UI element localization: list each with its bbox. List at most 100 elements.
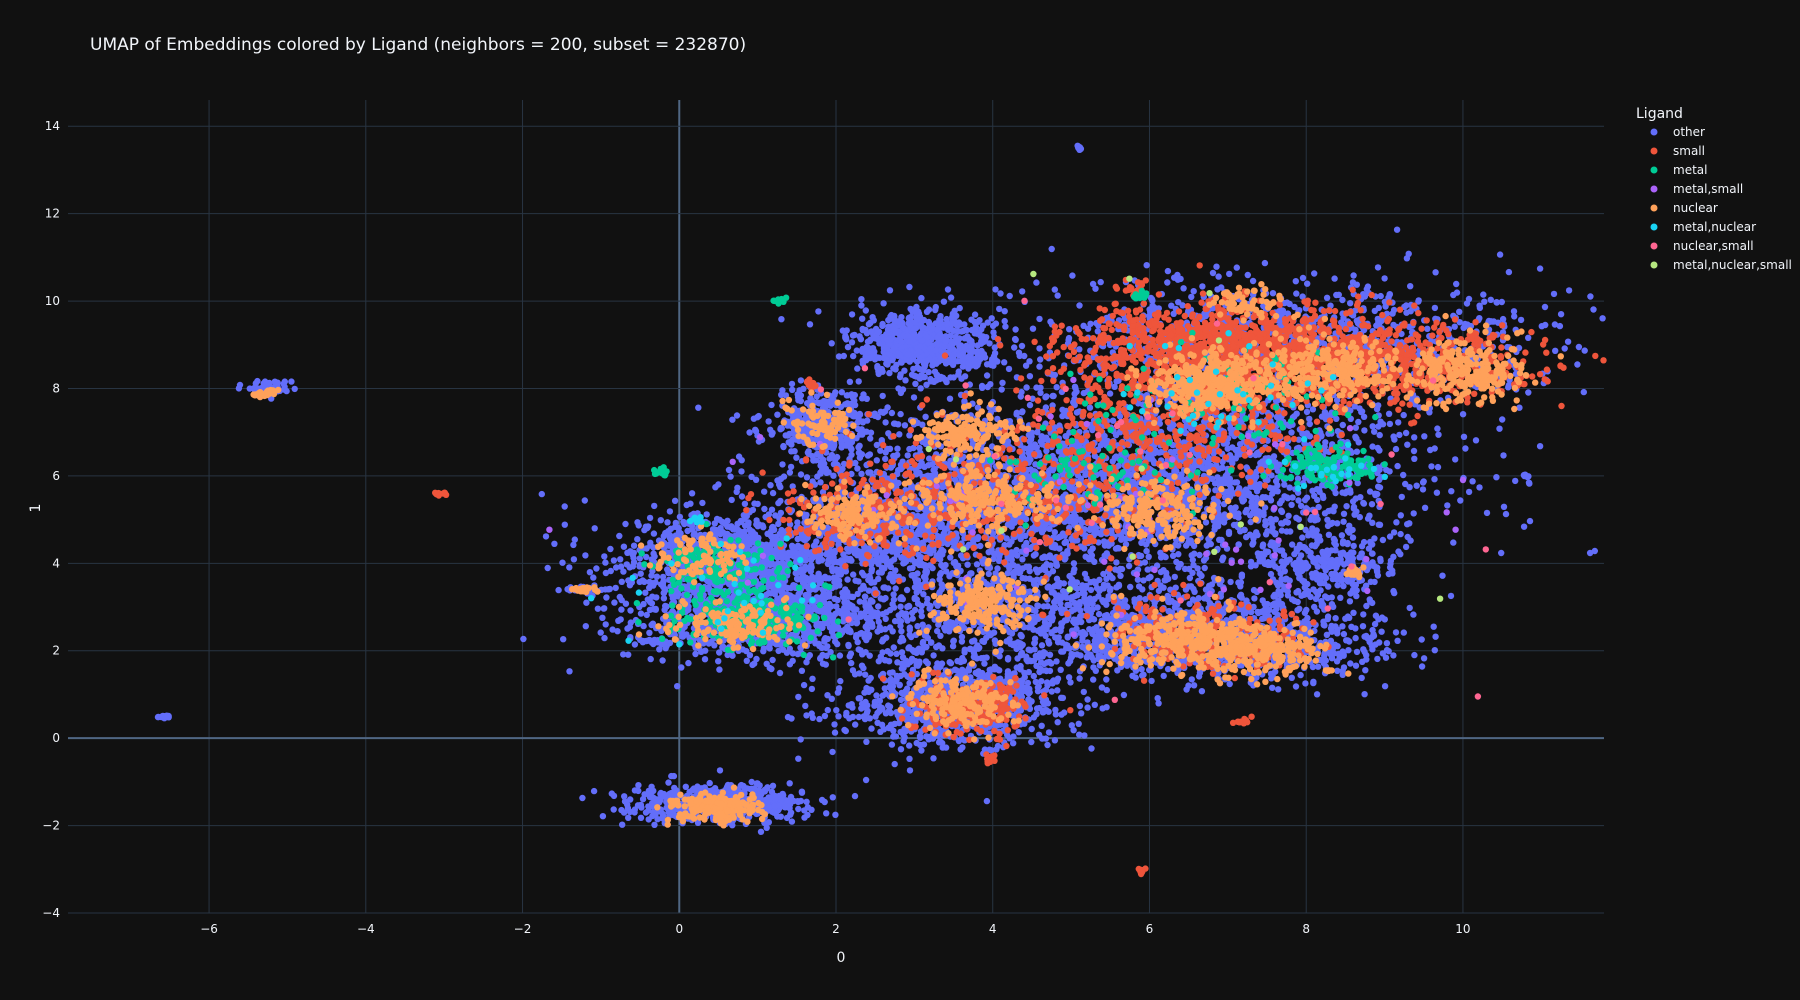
data-point [1004,570,1011,577]
data-point [844,343,852,351]
data-point [1226,270,1233,278]
data-point [983,372,991,379]
data-point [1125,562,1133,570]
data-point [559,559,566,566]
data-point [1450,539,1457,546]
data-point [954,358,961,365]
data-point [787,463,795,471]
data-point [1039,554,1046,562]
data-point [991,344,998,351]
data-point [897,410,904,418]
data-point [1243,506,1251,514]
data-point [622,520,629,528]
data-point [1352,435,1360,442]
data-point [896,431,903,438]
data-point [724,517,731,524]
data-point [1252,473,1260,481]
data-point [1394,462,1401,470]
data-point [828,340,835,347]
data-point [1285,512,1292,519]
data-point [930,378,938,385]
data-point [1377,418,1384,425]
data-point [1496,425,1503,432]
data-point [1106,390,1114,397]
data-point [1274,488,1281,495]
data-point [870,317,877,324]
data-point [870,334,878,341]
data-point [1377,292,1384,300]
data-point [1005,365,1013,373]
data-point [1111,383,1118,390]
data-point [1393,519,1400,526]
data-point [1483,509,1491,517]
data-point [922,413,929,420]
data-point [1269,290,1277,297]
data-point [1389,310,1396,317]
data-point [1343,488,1351,495]
data-point [715,481,722,488]
data-point [1512,477,1519,485]
data-point [937,317,944,324]
data-point [842,334,849,341]
data-point [1376,431,1383,439]
data-point [1293,410,1300,417]
data-point [952,319,960,326]
data-point [1002,323,1009,330]
data-point [1204,459,1212,466]
data-point [1011,344,1018,351]
data-point [1448,488,1455,495]
data-point [1487,296,1495,303]
data-point [896,351,903,359]
data-point [1421,504,1429,511]
data-point [1145,553,1152,560]
data-point [901,422,909,429]
data-point [1289,494,1296,501]
data-point [1109,458,1116,465]
data-point [1444,502,1451,509]
data-point [1511,313,1518,320]
data-point [1292,278,1300,285]
data-point [882,344,890,352]
data-point [982,334,989,342]
data-point [1303,494,1311,501]
data-point [1213,263,1220,270]
data-point [905,320,912,327]
data-point [956,342,963,350]
data-point [1469,478,1476,485]
data-point [1262,494,1269,501]
data-point [997,290,1004,297]
data-point [914,358,921,365]
data-point [855,378,862,385]
data-point [879,320,886,328]
data-point [890,452,897,460]
data-point [601,553,608,560]
data-point [962,326,969,334]
data-point [542,533,550,540]
data-point [926,356,933,363]
data-point [859,315,866,322]
data-point [923,381,930,388]
data-point [1434,425,1441,432]
data-point [1500,452,1507,459]
data-point [917,343,924,350]
data-point [1343,503,1350,510]
data-point [761,488,768,495]
data-point [1219,464,1226,471]
data-point [1012,326,1019,333]
data-point [1245,490,1253,497]
data-point [1199,283,1206,290]
data-point [955,352,963,359]
data-point [944,286,952,293]
data-point [1457,497,1464,504]
data-point [954,328,961,335]
data-point [1498,549,1505,557]
data-point [916,375,923,382]
data-point [947,332,954,339]
data-point [900,324,907,332]
data-point [950,374,957,381]
data-point [1027,456,1034,463]
data-point [1402,429,1410,437]
data-point [1170,421,1177,429]
data-point [1350,505,1358,512]
data-point [1335,291,1343,298]
